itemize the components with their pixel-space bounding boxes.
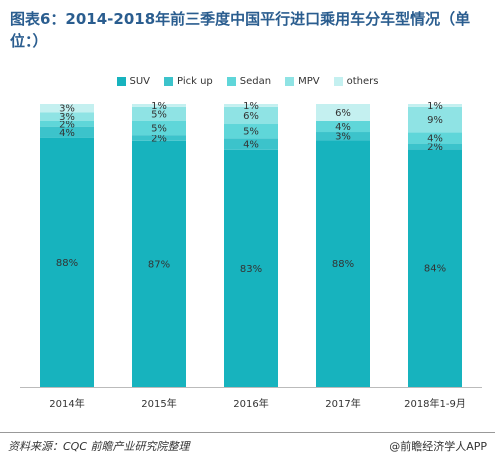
data-label: 88% <box>56 258 78 269</box>
bar-segment-mpv <box>408 106 462 133</box>
data-label: 3% <box>335 132 351 143</box>
bar-segment-sedan <box>224 124 278 139</box>
legend: SUV Pick up Sedan MPV others <box>0 76 495 87</box>
data-label: 2% <box>59 119 75 130</box>
data-label: 5% <box>151 124 167 135</box>
x-tick-label: 2017年 <box>325 397 360 410</box>
bar-segment-pick-up <box>132 135 186 141</box>
chart-title: 图表6：2014-2018年前三季度中国平行进口乘用车分车型情况（单位：） <box>10 10 471 50</box>
data-label: 6% <box>243 111 259 122</box>
legend-item-mpv: MPV <box>285 76 320 87</box>
bar-segment-others <box>316 104 370 121</box>
data-label: 4% <box>59 128 75 139</box>
bar-segment-suv <box>224 149 278 387</box>
data-label: 87% <box>148 259 170 270</box>
data-label: 9% <box>427 115 443 126</box>
data-label: 5% <box>243 127 259 138</box>
data-label: 3% <box>59 112 75 123</box>
data-label: 83% <box>240 264 262 275</box>
data-label: 84% <box>424 264 446 275</box>
bar-segment-sedan <box>132 120 186 136</box>
bar-segment-mpv <box>132 106 186 121</box>
bar-segment-suv <box>132 140 186 387</box>
x-tick-label: 2018年1-9月 <box>404 397 466 410</box>
legend-item-others: others <box>333 76 379 87</box>
bar-segment-suv <box>408 149 462 387</box>
legend-label: Sedan <box>239 76 272 87</box>
stacked-bar-chart: 88%4%2%3%3%2014年87%2%5%5%1%2015年83%4%5%6… <box>20 101 482 410</box>
legend-label: Pick up <box>177 76 213 87</box>
bar-segment-pick-up <box>408 143 462 150</box>
data-label: 2% <box>427 142 443 153</box>
bar-segment-suv <box>316 140 370 387</box>
data-label: 1% <box>427 101 443 112</box>
data-label: 1% <box>243 101 259 112</box>
footer-divider <box>0 432 495 433</box>
data-label: 4% <box>335 122 351 133</box>
bar-segment-others <box>224 104 278 107</box>
data-label: 88% <box>332 259 354 270</box>
bar-segment-mpv <box>224 106 278 125</box>
bar-segment-sedan <box>40 120 94 127</box>
legend-label: SUV <box>129 76 151 87</box>
bar-segment-mpv <box>40 112 94 121</box>
legend-label: others <box>346 76 379 87</box>
bar-segment-pick-up <box>40 126 94 138</box>
data-label: 6% <box>335 108 351 119</box>
bar-segment-sedan <box>316 120 370 133</box>
source-note: 资料来源：CQC 前瞻产业研究院整理 <box>8 440 190 453</box>
data-label: 5% <box>151 109 167 120</box>
bar-segment-others <box>40 104 94 113</box>
x-tick-label: 2015年 <box>141 397 176 410</box>
data-label: 4% <box>243 140 259 151</box>
x-tick-label: 2014年 <box>49 397 84 410</box>
legend-swatch <box>226 77 236 86</box>
bar-segment-pick-up <box>224 138 278 150</box>
bar-segment-others <box>408 104 462 107</box>
legend-swatch <box>285 77 295 86</box>
brand-label: @前瞻经济学人APP <box>389 440 487 453</box>
bar-segment-pick-up <box>316 132 370 141</box>
legend-item-sedan: Sedan <box>226 76 272 87</box>
legend-label: MPV <box>298 76 320 87</box>
data-label: 1% <box>151 101 167 112</box>
legend-swatch <box>333 77 343 86</box>
data-label: 2% <box>151 133 167 144</box>
legend-swatch <box>116 77 126 86</box>
legend-item-pick-up: Pick up <box>164 76 213 87</box>
bar-segment-sedan <box>408 132 462 144</box>
data-label: 4% <box>427 133 443 144</box>
data-label: 3% <box>59 104 75 115</box>
x-tick-label: 2016年 <box>233 397 268 410</box>
legend-item-suv: SUV <box>116 76 151 87</box>
legend-swatch <box>164 77 174 86</box>
bar-segment-others <box>132 104 186 107</box>
bar-segment-suv <box>40 137 94 387</box>
